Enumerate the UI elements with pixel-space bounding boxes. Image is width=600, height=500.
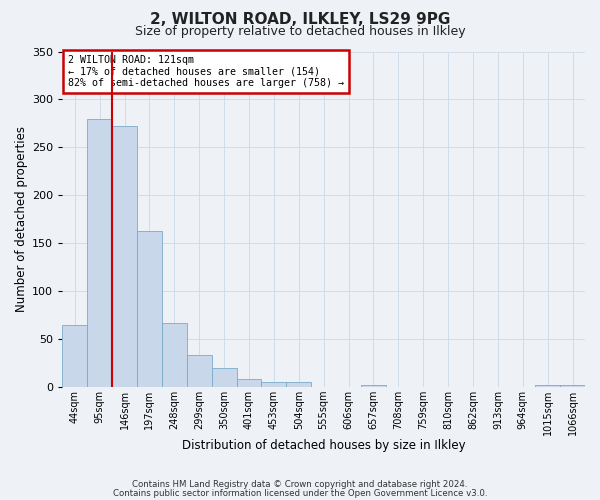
Bar: [187, 354, 212, 387]
Text: Contains HM Land Registry data © Crown copyright and database right 2024.: Contains HM Land Registry data © Crown c…: [132, 480, 468, 489]
Bar: [87, 118, 112, 387]
Bar: [236, 378, 262, 387]
Text: 2, WILTON ROAD, ILKLEY, LS29 9PG: 2, WILTON ROAD, ILKLEY, LS29 9PG: [150, 12, 450, 28]
Text: 2 WILTON ROAD: 121sqm
← 17% of detached houses are smaller (154)
82% of semi-det: 2 WILTON ROAD: 121sqm ← 17% of detached …: [68, 55, 344, 88]
X-axis label: Distribution of detached houses by size in Ilkley: Distribution of detached houses by size …: [182, 440, 466, 452]
Bar: [286, 382, 311, 387]
Bar: [560, 386, 585, 387]
Text: Contains public sector information licensed under the Open Government Licence v3: Contains public sector information licen…: [113, 488, 487, 498]
Bar: [162, 323, 187, 387]
Bar: [62, 325, 87, 387]
Bar: [112, 126, 137, 387]
Text: Size of property relative to detached houses in Ilkley: Size of property relative to detached ho…: [134, 25, 466, 38]
Bar: [212, 368, 236, 387]
Y-axis label: Number of detached properties: Number of detached properties: [15, 126, 28, 312]
Bar: [361, 386, 386, 387]
Bar: [137, 231, 162, 387]
Bar: [262, 382, 286, 387]
Bar: [535, 386, 560, 387]
